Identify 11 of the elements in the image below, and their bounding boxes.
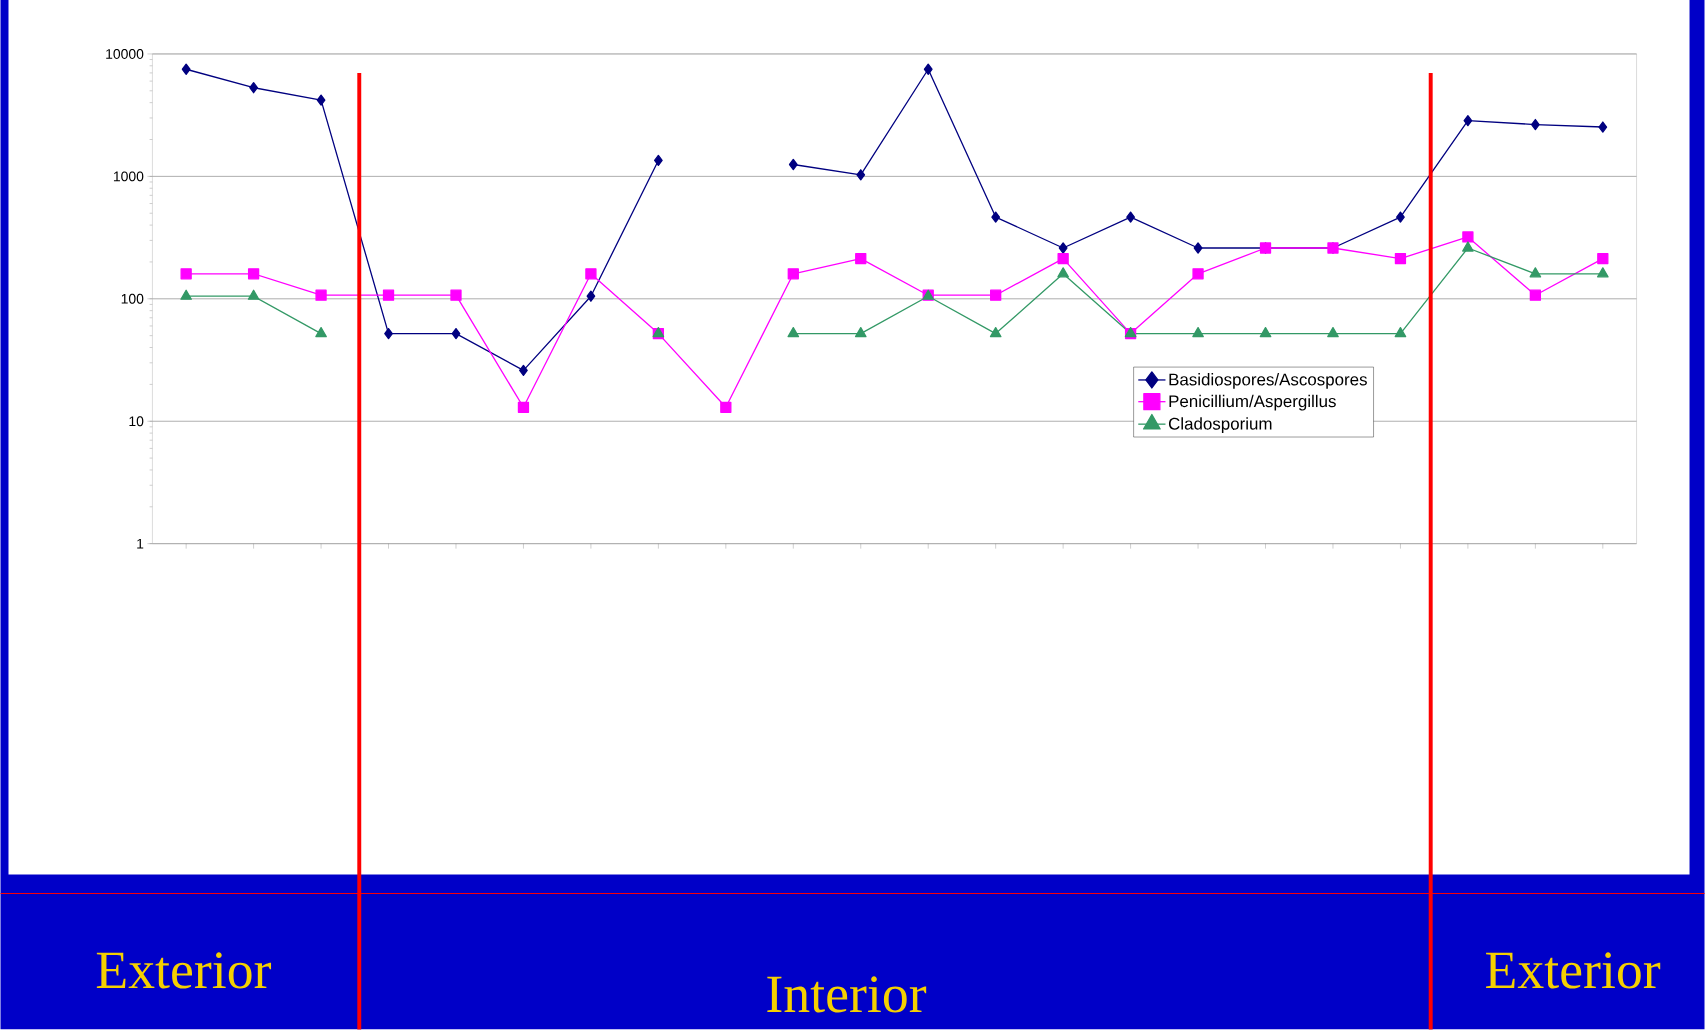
legend-label: Basidiospores/Ascospores: [1169, 372, 1367, 389]
y-tick-label: 1: [137, 538, 144, 549]
y-tick-label: 100: [121, 293, 144, 304]
y-tick-label: 10000: [106, 48, 144, 59]
legend-label: Cladosporium: [1168, 417, 1272, 433]
text: Interior: [767, 976, 927, 1013]
legend-label: Penicillium/Aspergillus: [1169, 394, 1336, 411]
y-tick-label: 10: [129, 416, 144, 426]
text: Exterior: [1486, 952, 1661, 989]
y-tick-label: 1000: [113, 171, 144, 182]
text: Exterior: [96, 952, 272, 989]
